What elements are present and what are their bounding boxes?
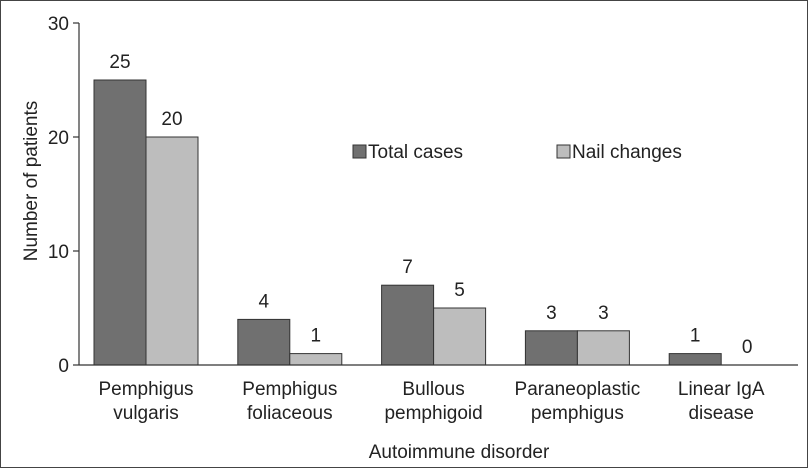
x-category-label: Bullous pemphigoid (384, 379, 482, 424)
bar-value-label: 20 (161, 109, 182, 130)
bar-nail-changes (433, 307, 487, 366)
bar-value-label: 3 (598, 303, 609, 324)
x-category-label: Paraneoplastic pemphigus (515, 379, 641, 424)
value-labels-layer: 25 20 4 1 7 5 3 3 1 0 (109, 52, 752, 358)
bar-value-label: 7 (402, 257, 413, 278)
legend-label: Total cases (368, 142, 463, 163)
x-category-label: Pemphigus vulgaris (98, 379, 193, 424)
legend: Total cases Nail changes (352, 142, 682, 163)
y-axis-title: Number of patients (21, 101, 42, 262)
x-category-label: Linear IgA disease (678, 379, 765, 424)
y-tick-label: 0 (58, 356, 69, 377)
y-tick-label: 10 (48, 242, 69, 263)
bar-value-label: 3 (546, 303, 557, 324)
bar-total-cases (381, 284, 435, 366)
bar-value-label: 1 (690, 326, 701, 347)
bars-layer (93, 79, 722, 366)
legend-swatch (352, 144, 367, 159)
y-tick-label: 30 (48, 14, 69, 35)
y-tick-label: 20 (48, 128, 69, 149)
bar-value-label: 0 (742, 337, 753, 358)
bar-nail-changes (289, 353, 343, 366)
bar-total-cases (93, 79, 147, 366)
bar-value-label: 5 (454, 280, 465, 301)
y-ticks-layer: 0 10 20 30 (48, 14, 79, 377)
bar-total-cases (524, 330, 578, 366)
legend-swatch (556, 144, 571, 159)
bar-value-label: 25 (109, 52, 130, 73)
x-category-labels: Pemphigus vulgaris Pemphigus foliaceous Bull… (98, 379, 764, 424)
bar-nail-changes (576, 330, 630, 366)
bar-nail-changes (145, 136, 199, 366)
x-category-label: Pemphigus foliaceous (242, 379, 337, 424)
bar-value-label: 4 (259, 291, 270, 312)
bar-total-cases (668, 353, 722, 366)
legend-label: Nail changes (572, 142, 682, 163)
x-axis-title: Autoimmune disorder (369, 442, 550, 463)
bar-value-label: 1 (311, 326, 322, 347)
bar-total-cases (237, 318, 291, 366)
